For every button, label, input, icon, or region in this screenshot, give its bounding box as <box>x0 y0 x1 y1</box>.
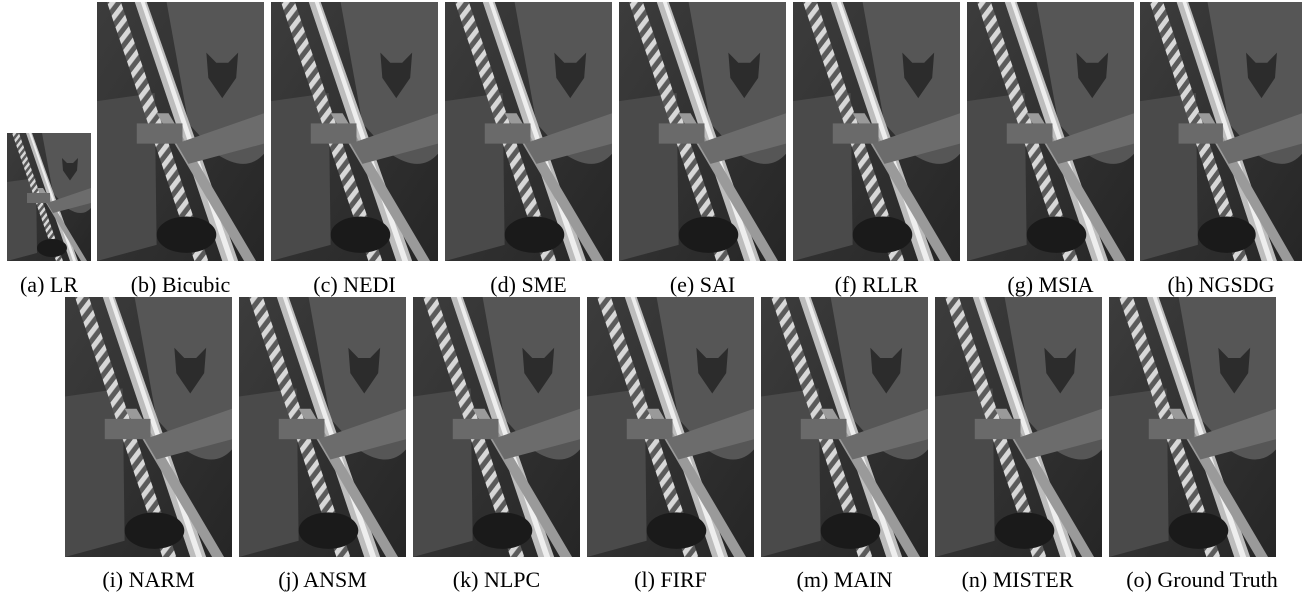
caption-msia: (g) MSIA <box>1007 272 1094 297</box>
image-lr <box>7 133 91 261</box>
sme-crop-graphic <box>445 2 612 261</box>
caption-main: (m) MAIN <box>796 567 893 592</box>
image-bicubic <box>97 2 264 261</box>
image-firf <box>587 297 754 557</box>
sai-crop-graphic <box>619 2 786 261</box>
image-ngsdg <box>1140 2 1302 261</box>
nedi-crop-graphic <box>271 2 438 261</box>
image-msia <box>967 2 1134 261</box>
image-mister <box>935 297 1102 557</box>
mister-crop-graphic <box>935 297 1102 557</box>
caption-ansm: (j) ANSM <box>278 567 367 592</box>
image-sai <box>619 2 786 261</box>
caption-narm: (i) NARM <box>102 567 195 592</box>
ansm-crop-graphic <box>239 297 406 557</box>
msia-crop-graphic <box>967 2 1134 261</box>
image-narm <box>65 297 232 557</box>
caption-ngsdg: (h) NGSDG <box>1167 272 1275 297</box>
caption-firf: (l) FIRF <box>634 567 707 592</box>
image-ansm <box>239 297 406 557</box>
caption-bicubic: (b) Bicubic <box>130 272 231 297</box>
image-sme <box>445 2 612 261</box>
ngsdg-crop-graphic <box>1140 2 1302 261</box>
caption-sai: (e) SAI <box>669 272 736 297</box>
caption-mister: (n) MISTER <box>961 567 1074 592</box>
image-rllr <box>793 2 960 261</box>
bicubic-crop-graphic <box>97 2 264 261</box>
ground-truth-crop-graphic <box>1109 297 1276 557</box>
image-nedi <box>271 2 438 261</box>
caption-sme: (d) SME <box>490 272 567 297</box>
caption-nlpc: (k) NLPC <box>452 567 541 592</box>
caption-ground-truth: (o) Ground Truth <box>1126 567 1278 592</box>
nlpc-crop-graphic <box>413 297 580 557</box>
caption-nedi: (c) NEDI <box>313 272 396 297</box>
firf-crop-graphic <box>587 297 754 557</box>
main-crop-graphic <box>761 297 928 557</box>
lr-crop-graphic <box>7 133 91 261</box>
rllr-crop-graphic <box>793 2 960 261</box>
narm-crop-graphic <box>65 297 232 557</box>
image-nlpc <box>413 297 580 557</box>
caption-lr: (a) LR <box>19 272 79 297</box>
caption-rllr: (f) RLLR <box>834 272 919 297</box>
image-main <box>761 297 928 557</box>
image-ground-truth <box>1109 297 1276 557</box>
